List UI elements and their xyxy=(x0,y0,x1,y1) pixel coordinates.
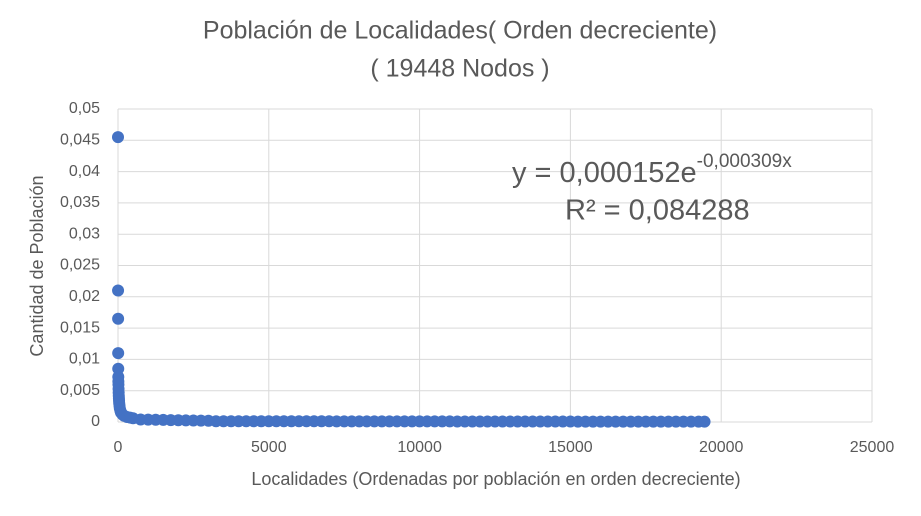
y-tick-label: 0 xyxy=(91,413,100,430)
trendline-equation: y = 0,000152e-0,000309x xyxy=(512,151,792,189)
x-tick-label: 25000 xyxy=(850,439,895,456)
r-squared: R² = 0,084288 xyxy=(565,195,750,227)
equation-exponent: -0,000309x xyxy=(697,151,793,172)
chart-title: Población de Localidades( Orden decrecie… xyxy=(203,17,717,45)
y-tick-label: 0,03 xyxy=(69,225,100,242)
y-axis-title: Cantidad de Población xyxy=(27,175,47,356)
x-tick-label: 0 xyxy=(114,439,123,456)
y-tick-label: 0,045 xyxy=(60,132,100,149)
point xyxy=(112,312,125,325)
points xyxy=(112,131,711,428)
y-tick-label: 0,01 xyxy=(69,351,100,368)
equation-base: y = 0,000152e xyxy=(512,157,697,189)
point xyxy=(112,284,125,297)
y-tick-label: 0,05 xyxy=(69,100,100,117)
x-axis-title: Localidades (Ordenadas por población en … xyxy=(251,469,740,489)
x-tick-label: 15000 xyxy=(548,439,593,456)
y-tick-label: 0,025 xyxy=(60,257,100,274)
y-tick-label: 0,02 xyxy=(69,288,100,305)
point xyxy=(112,347,125,360)
point xyxy=(112,131,124,144)
y-tick-label: 0,005 xyxy=(60,382,100,399)
grid xyxy=(117,108,873,423)
y-tick-label: 0,015 xyxy=(60,319,100,336)
x-tick-label: 20000 xyxy=(699,439,744,456)
y-tick-label: 0,035 xyxy=(60,194,100,211)
x-tick-label: 10000 xyxy=(397,439,442,456)
x-tick-label: 5000 xyxy=(251,439,287,456)
chart-subtitle: ( 19448 Nodos ) xyxy=(370,55,549,83)
point xyxy=(698,415,711,428)
y-tick-label: 0,04 xyxy=(69,163,100,180)
